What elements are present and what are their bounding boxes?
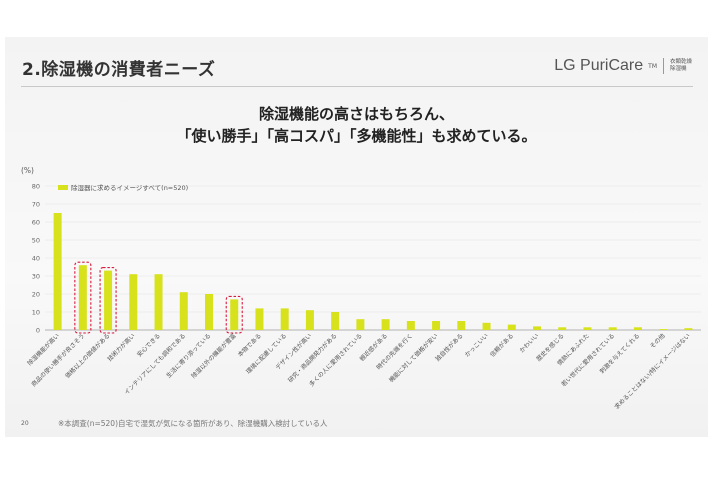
bar bbox=[684, 328, 693, 330]
x-tick-label: 安心できる bbox=[135, 332, 162, 359]
bar bbox=[432, 321, 441, 330]
y-tick-label: 80 bbox=[32, 183, 40, 191]
legend-label: 除湿器に求めるイメージすべて(n=520) bbox=[71, 183, 188, 192]
legend-swatch bbox=[58, 185, 68, 190]
bar bbox=[78, 265, 87, 330]
bar bbox=[305, 310, 314, 330]
bar bbox=[331, 312, 340, 330]
brand-trademark: TM bbox=[648, 62, 657, 70]
headline-line-1: 除湿機能の高さはもちろん、 bbox=[258, 105, 454, 123]
y-tick-label: 0 bbox=[36, 327, 40, 335]
slide: 2.除湿機の消費者ニーズ LG PuriCare TM 衣類乾燥除湿機 除湿機能の… bbox=[5, 37, 708, 437]
bar bbox=[608, 327, 617, 330]
brand-logo: LG PuriCare TM 衣類乾燥除湿機 bbox=[554, 57, 694, 75]
bar bbox=[406, 321, 415, 330]
bar bbox=[558, 327, 567, 330]
bar bbox=[280, 308, 289, 330]
bar bbox=[154, 274, 163, 330]
x-tick-label: 研究・商品開発力がある bbox=[286, 332, 338, 384]
y-tick-label: 30 bbox=[32, 273, 40, 281]
x-tick-label: 本物である bbox=[236, 332, 263, 359]
y-tick-label: 20 bbox=[32, 291, 40, 299]
x-tick-label: 生活に寄り添っている bbox=[165, 332, 213, 380]
bar bbox=[507, 324, 516, 330]
bar bbox=[205, 294, 213, 330]
brand-name: LG PuriCare bbox=[554, 57, 644, 74]
footnote: ※本調査(n=520)自宅で湿気が気になる箇所があり、除湿機購入検討している人 bbox=[58, 419, 328, 428]
bar bbox=[482, 322, 491, 330]
bar bbox=[633, 327, 642, 330]
x-tick-label: 除湿以外の機能が豊富 bbox=[190, 332, 238, 380]
title-divider bbox=[21, 86, 693, 87]
slide-title: 2.除湿機の消費者ニーズ bbox=[22, 60, 216, 80]
x-tick-label: その他 bbox=[648, 332, 666, 350]
y-tick-label: 40 bbox=[32, 255, 40, 263]
headline-line-2: 「使い勝手」「高コスパ」「多機能性」も求めている。 bbox=[176, 127, 537, 145]
bar bbox=[179, 292, 188, 330]
bar bbox=[356, 319, 365, 330]
bar bbox=[583, 327, 592, 330]
bar bbox=[104, 270, 113, 330]
bar bbox=[381, 319, 390, 330]
x-tick-label: 機能に対して価格が安い bbox=[387, 332, 439, 384]
highlight-box bbox=[225, 295, 243, 334]
bar bbox=[659, 329, 668, 330]
y-tick-label: 10 bbox=[32, 309, 40, 317]
y-tick-label: 50 bbox=[32, 237, 40, 245]
y-tick-label: 60 bbox=[32, 219, 40, 227]
x-tick-label: かわいい bbox=[518, 332, 540, 354]
highlight-box bbox=[74, 261, 92, 334]
page-number: 20 bbox=[21, 420, 29, 427]
x-tick-label: 価格以上の価値がある bbox=[63, 332, 111, 380]
brand-divider bbox=[663, 58, 664, 74]
y-tick-label: 70 bbox=[32, 201, 40, 209]
headline: 除湿機能の高さはもちろん、 「使い勝手」「高コスパ」「多機能性」も求めている。 bbox=[5, 103, 708, 147]
bar bbox=[533, 326, 541, 330]
y-axis-label: (%) bbox=[21, 166, 34, 175]
bar bbox=[129, 274, 138, 330]
bar bbox=[457, 321, 466, 330]
x-tick-label: かっこいい bbox=[464, 332, 490, 358]
bar bbox=[230, 299, 239, 330]
bar-chart: 0 10 20 30 40 50 60 70 80 (%) 除湿器に求めるイメージすべて(n=520… bbox=[21, 166, 701, 411]
highlight-box bbox=[99, 267, 117, 334]
bar bbox=[255, 308, 264, 330]
brand-subtitle: 衣類乾燥除湿機 bbox=[670, 59, 693, 72]
x-tick-label: 信頼がある bbox=[488, 332, 515, 359]
bar bbox=[53, 213, 62, 330]
